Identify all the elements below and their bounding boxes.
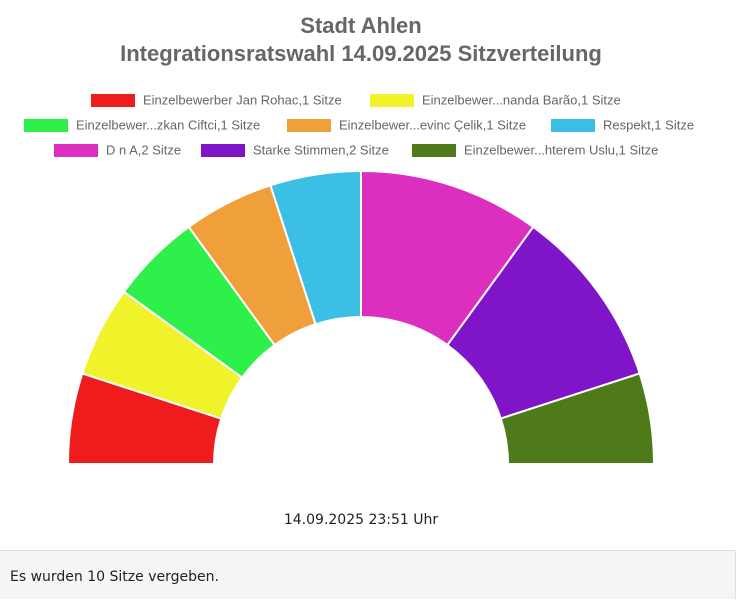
legend-label: Einzelbewer...nanda Barão,1 Sitze [422,92,621,107]
legend-swatch [412,144,456,157]
legend-swatch [551,119,595,132]
legend-label: Einzelbewer...zkan Ciftci,1 Sitze [76,117,260,132]
legend-label: D n A,2 Sitze [106,142,181,157]
legend-swatch [370,94,414,107]
legend-label: Einzelbewer...hterem Uslu,1 Sitze [464,142,658,157]
seat-segment [499,372,656,465]
footer: Es wurden 10 Sitze vergeben. [0,550,736,599]
legend-label: Starke Stimmen,2 Sitze [253,142,389,157]
timestamp: 14.09.2025 23:51 Uhr [284,512,439,528]
chart-title: Stadt Ahlen [300,13,421,38]
legend-swatch [287,119,331,132]
legend-swatch [201,144,245,157]
legend-label: Einzelbewerber Jan Rohac,1 Sitze [143,92,342,107]
chart-subtitle: Integrationsratswahl 14.09.2025 Sitzvert… [120,41,602,66]
legend-swatch [24,119,68,132]
legend-label: Respekt,1 Sitze [603,117,694,132]
legend-label: Einzelbewer...evinc Çelik,1 Sitze [339,117,526,132]
legend-swatch [91,94,135,107]
chart: Stadt Ahlen Integrationsratswahl 14.09.2… [24,13,694,528]
legend-swatch [54,144,98,157]
